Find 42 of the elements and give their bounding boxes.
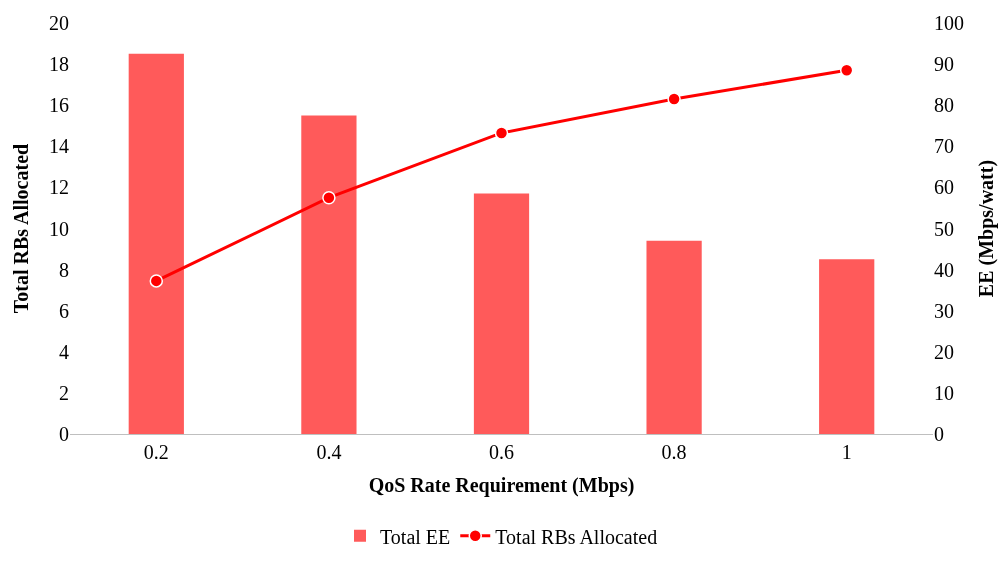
y2-tick-label: 30	[934, 299, 954, 322]
y2-tick-label: 100	[934, 12, 964, 34]
y-tick-label: 2	[59, 381, 69, 404]
y2-tick-label: 90	[934, 53, 954, 76]
y2-tick-label: 40	[934, 258, 954, 281]
point	[839, 63, 854, 77]
y2-tick-label: 0	[934, 423, 944, 445]
y-tick-label: 8	[59, 258, 69, 281]
bar	[646, 240, 702, 434]
bar	[301, 115, 357, 434]
y-tick-label: 0	[59, 423, 69, 445]
point	[149, 274, 164, 288]
x-tick-label: 0.6	[489, 441, 514, 463]
y-tick-label: 4	[59, 340, 69, 363]
y2-tick-label: 10	[934, 381, 954, 404]
x-tick-label: 0.2	[143, 441, 169, 463]
x-axis-title: QoS Rate Requirement (Mbps)	[368, 473, 635, 497]
point	[322, 190, 336, 205]
point	[667, 92, 681, 106]
bar	[819, 259, 875, 434]
y2-tick-label: 50	[934, 217, 954, 240]
y-tick-label: 16	[49, 94, 69, 117]
y-tick-label: 10	[49, 217, 69, 240]
y-tick-label: 14	[49, 135, 69, 158]
x-tick-label: 0.8	[661, 441, 687, 463]
bar	[128, 53, 184, 434]
y-tick-label: 6	[59, 299, 69, 322]
y2-tick-label: 80	[934, 94, 954, 117]
y2-axis-title: EE (Mbps/watt)	[974, 159, 998, 298]
x-tick-label: 0.4	[316, 441, 342, 463]
legend-label: Total RBs Allocated	[495, 525, 658, 548]
y-tick-label: 20	[49, 12, 69, 34]
point	[494, 126, 509, 140]
y-tick-label: 18	[49, 53, 69, 76]
y2-tick-label: 20	[934, 340, 954, 363]
y-axis-title: Total RBs Allocated	[9, 143, 32, 314]
y2-tick-label: 60	[934, 176, 954, 199]
bar	[473, 193, 530, 434]
y-tick-label: 12	[49, 176, 69, 199]
legend-label: Total EE	[380, 525, 451, 548]
y2-tick-label: 70	[934, 135, 954, 158]
x-tick-label: 1	[841, 441, 852, 463]
